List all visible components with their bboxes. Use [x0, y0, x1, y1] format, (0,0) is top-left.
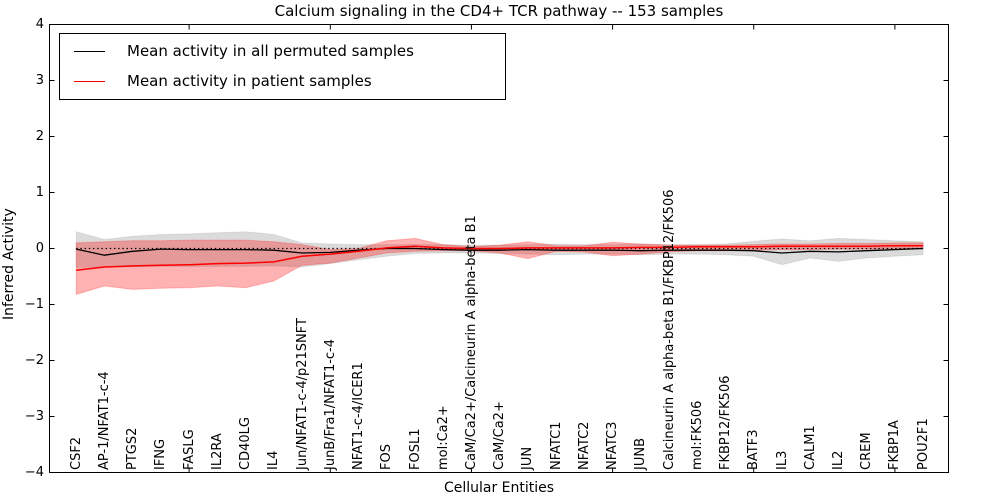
x-category-label: CaM/Ca2+ [492, 401, 508, 470]
x-category-label: IL2RA [209, 433, 225, 470]
x-category-label: AP-1/NFAT1-c-4 [96, 371, 112, 470]
x-category-label: FOSL1 [407, 428, 423, 470]
legend-item-permuted: Mean activity in all permuted samples [60, 36, 505, 66]
legend: Mean activity in all permuted samples Me… [59, 33, 506, 100]
x-category-label: IL3 [774, 450, 790, 470]
legend-label-permuted: Mean activity in all permuted samples [127, 42, 414, 60]
x-category-label: CREM [859, 432, 875, 470]
x-category-label: FOS [379, 444, 395, 470]
x-category-label: NFATC2 [576, 421, 592, 470]
y-tick-label: 2 [35, 129, 44, 144]
y-tick-label: −4 [24, 465, 44, 480]
x-axis-label: Cellular Entities [443, 480, 555, 496]
plot-title: Calcium signaling in the CD4+ TCR pathwa… [274, 2, 724, 20]
x-category-label: FKBP12/FK506 [718, 375, 733, 471]
legend-label-patient: Mean activity in patient samples [127, 72, 372, 90]
x-category-label: POU2F1 [915, 418, 931, 470]
y-tick-label: 1 [35, 185, 44, 200]
y-tick-label: −2 [24, 353, 44, 368]
y-tick-label: −1 [24, 297, 44, 312]
x-category-label: PTGS2 [125, 427, 141, 470]
x-category-label: JUNB [633, 438, 649, 470]
x-category-label: NFAT1-c-4/ICER1 [351, 362, 366, 470]
x-category-label: CALM1 [802, 425, 818, 470]
x-category-label: IFNG [153, 438, 169, 470]
legend-line-sample-permuted [74, 50, 105, 52]
y-tick-label: −3 [24, 409, 44, 424]
y-tick-label: 0 [35, 241, 44, 256]
legend-line-sample-patient [74, 80, 105, 82]
x-category-label: CaM/Ca2+/Calcineurin A alpha-beta B1 [463, 215, 479, 470]
x-category-label: FKBP1A [887, 420, 903, 470]
series-line-permuted [76, 247, 924, 256]
y-tick-label: 3 [35, 73, 44, 88]
x-category-label: NFATC3 [605, 421, 621, 470]
y-tick-label: 4 [35, 17, 44, 32]
x-category-label: mol:FK506 [689, 400, 705, 470]
x-category-label: NFATC1 [548, 421, 564, 470]
x-category-label: mol:Ca2+ [435, 405, 451, 470]
x-category-label: FASLG [181, 429, 197, 470]
x-category-label: IL4 [266, 450, 282, 470]
x-category-label: CD40LG [238, 417, 254, 470]
x-category-label: CSF2 [68, 436, 84, 470]
x-category-label: Calcineurin A alpha-beta B1/FKBP12/FK506 [661, 189, 677, 470]
x-category-label: JUN [520, 446, 536, 470]
legend-item-patient: Mean activity in patient samples [60, 66, 505, 96]
x-category-label: Jun/NFAT1-c-4/p21SNFT [294, 318, 310, 470]
x-category-label: IL2 [830, 450, 846, 470]
x-category-label: JunB/Fra1/NFAT1-c-4 [322, 338, 338, 470]
series-line-patient [76, 244, 924, 272]
x-category-label: BATF3 [746, 429, 762, 471]
